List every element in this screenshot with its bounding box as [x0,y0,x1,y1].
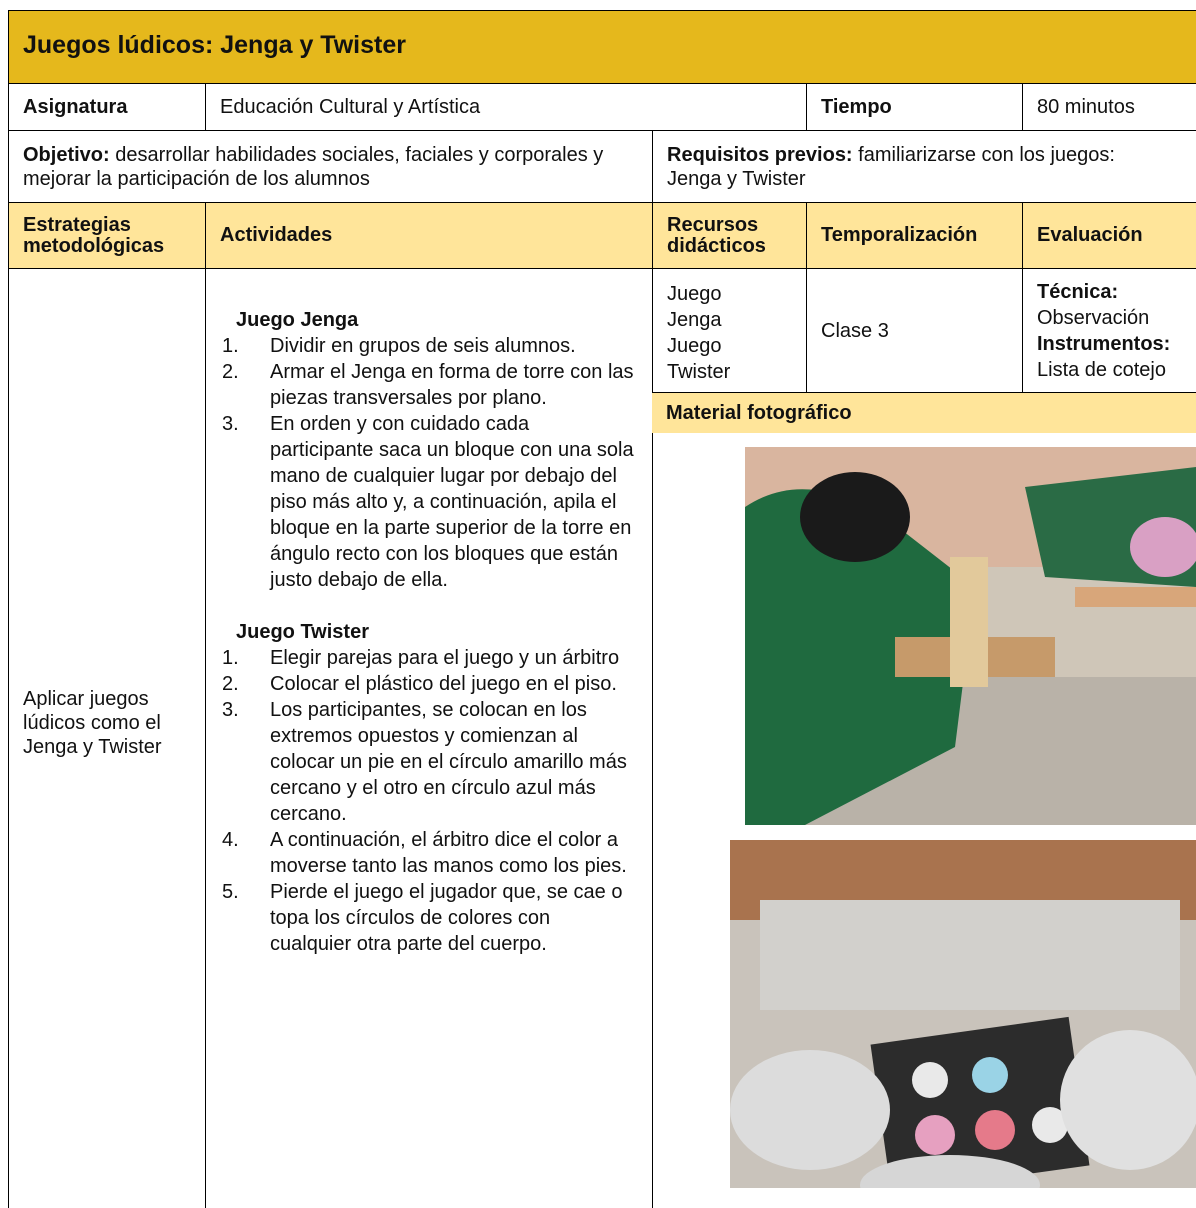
timing: Clase 3 [821,320,889,342]
activity-title: Juego Jenga [236,309,359,331]
step: 2. Armar el Jenga en forma de torre con l… [222,359,634,411]
subject: Educación Cultural y Artística [220,96,481,118]
objective: Objetivo: desarrollar habilidades social… [23,143,623,191]
header-cell: Evaluación [1022,202,1196,269]
step-number: 3. [222,413,239,435]
step-text: Los participantes, se colocan en los ext… [270,699,627,825]
technique: Observación [1037,307,1150,329]
step: 3. Los participantes, se colocan en los e… [222,697,634,827]
step: 5. Pierde el juego el jugador que, se cae… [222,879,634,957]
cell: 80 minutos [1022,83,1196,131]
step-number: 4. [222,829,239,851]
time-label: Tiempo [821,96,892,118]
objective-label: Objetivo: [23,144,110,166]
instruments-label: Instrumentos: [1037,333,1171,355]
cell: Juego Jenga Juego Twister [652,268,807,393]
step-text: Colocar el plástico del juego en el piso… [270,673,617,695]
objective-text: desarrollar habilidades sociales, facial… [23,144,604,190]
photo [745,447,1196,825]
evaluation: Técnica: Observación Instrumentos: Lista… [1037,279,1170,383]
step-number: 3. [222,699,239,721]
step-number: 5. [222,881,239,903]
cell: Requisitos previos: familiarizarse con l… [652,130,1196,203]
step-text: Dividir en grupos de seis alumnos. [270,335,576,357]
subject-label: Asignatura [23,96,128,118]
strategy-cell: Aplicar juegos lúdicos como el Jenga y T… [8,268,206,1208]
cell: Técnica: Observación Instrumentos: Lista… [1022,268,1196,393]
activities-cell: Juego Jenga 1. Dividir en grupos de seis … [205,268,653,1208]
step: 1. Elegir parejas para el juego y un árbi… [222,645,634,671]
resources: Juego Jenga Juego Twister [667,283,731,383]
prerequisites-text: familiarizarse con los juegos: Jenga y T… [667,144,1115,190]
step-number: 1. [222,335,239,357]
activity-title: Juego Twister [236,621,369,643]
photos-label: Material fotográfico [666,402,852,424]
step-number: 1. [222,647,239,669]
title: Juegos lúdicos: Jenga y Twister [23,31,406,59]
step: 2. Colocar el plástico del juego en el pi… [222,671,634,697]
technique-label: Técnica: [1037,281,1119,303]
title-bar: Juegos lúdicos: Jenga y Twister [8,10,1196,84]
header-cell: Recursos didácticos [652,202,807,269]
step: 1. Dividir en grupos de seis alumnos. [222,333,634,359]
header-cell: Temporalización [806,202,1023,269]
strategy: Aplicar juegos lúdicos como el Jenga y T… [23,688,162,758]
step-number: 2. [222,361,239,383]
step-text: Elegir parejas para el juego y un árbitr… [270,647,620,669]
step: 3. En orden y con cuidado cada participan… [222,411,634,593]
cell: Educación Cultural y Artística [205,83,807,131]
activities: Juego Jenga 1. Dividir en grupos de seis … [222,307,634,957]
cell: Clase 3 [806,268,1023,393]
time: 80 minutos [1037,96,1135,118]
prerequisites: Requisitos previos: familiarizarse con l… [667,143,1147,191]
cell: Tiempo [806,83,1023,131]
step-text: A continuación, el árbitro dice el color… [270,829,627,877]
cell: Asignatura [8,83,206,131]
step: 4. A continuación, el árbitro dice el col… [222,827,634,879]
cell: Objetivo: desarrollar habilidades social… [8,130,653,203]
prerequisites-label: Requisitos previos: [667,144,853,166]
step-text: En orden y con cuidado cada participante… [270,413,634,591]
instruments: Lista de cotejo [1037,359,1166,381]
step-number: 2. [222,673,239,695]
header-cell: Estrategias metodológicas [8,202,206,269]
step-text: Pierde el juego el jugador que, se cae o… [270,881,623,955]
photo [730,840,1196,1188]
header-cell: Actividades [205,202,653,269]
photos-header: Material fotográfico [652,392,1196,433]
step-text: Armar el Jenga en forma de torre con las… [270,361,634,409]
